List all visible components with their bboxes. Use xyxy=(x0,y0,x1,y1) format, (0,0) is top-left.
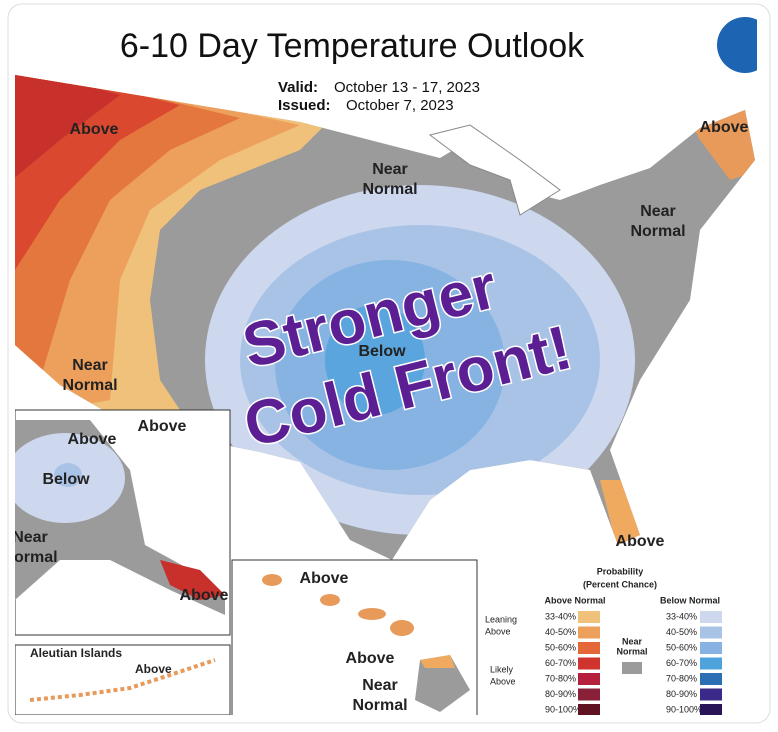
legend-text: 50-60% xyxy=(666,642,697,652)
legend-text: 80-90% xyxy=(666,689,697,699)
legend-swatch xyxy=(700,704,722,715)
region-label: Above xyxy=(180,587,229,604)
region-label: Below xyxy=(358,343,406,360)
legend-text: Near xyxy=(622,636,643,646)
legend-text: Probability xyxy=(597,566,644,576)
legend-text: 60-70% xyxy=(666,658,697,668)
legend-text: Leaning xyxy=(485,614,517,624)
region-label: Normal xyxy=(630,223,685,240)
title: 6-10 Day Temperature Outlook xyxy=(120,27,585,65)
region-label: Above xyxy=(68,431,117,448)
legend-text: 90-100% xyxy=(666,704,702,714)
legend-text: Below Normal xyxy=(660,595,720,605)
legend-text: 70-80% xyxy=(545,673,576,683)
region-label: Normal xyxy=(362,181,417,198)
legend-text: 50-60% xyxy=(545,642,576,652)
legend-text: Above Normal xyxy=(544,595,605,605)
legend-text: Above xyxy=(490,676,516,686)
legend-text: 60-70% xyxy=(545,658,576,668)
issued-date: October 7, 2023 xyxy=(346,97,454,114)
legend-swatch xyxy=(578,642,600,654)
region-label: Near xyxy=(362,677,398,694)
legend-text: 33-40% xyxy=(666,611,697,621)
legend-swatch xyxy=(622,662,642,674)
legend-swatch xyxy=(578,657,600,670)
legend-swatch xyxy=(700,657,722,670)
legend-swatch xyxy=(700,688,722,701)
legend-swatch xyxy=(578,611,600,623)
legend-text: (Percent Chance) xyxy=(583,579,657,589)
legend-swatch xyxy=(700,673,722,685)
legend-swatch xyxy=(578,704,600,715)
legend-swatch xyxy=(578,688,600,701)
legend-swatch xyxy=(700,642,722,654)
legend-swatch xyxy=(578,673,600,685)
legend-text: 33-40% xyxy=(545,611,576,621)
region-label: Normal xyxy=(62,377,117,394)
legend-text: Likely xyxy=(490,664,514,674)
region-label: Near xyxy=(12,529,48,546)
region-label: Near xyxy=(372,161,408,178)
region-label: Above xyxy=(70,121,119,138)
legend-text: 40-50% xyxy=(666,627,697,637)
legend-text: 40-50% xyxy=(545,627,576,637)
issued-label: Issued: xyxy=(278,97,331,114)
region-label: Above xyxy=(300,570,349,587)
great-lakes xyxy=(428,124,561,216)
region-label: Near xyxy=(72,357,108,374)
legend-text: Above xyxy=(485,626,511,636)
legend-swatch xyxy=(700,626,722,639)
region-label: Above xyxy=(138,418,187,435)
legend-text: 80-90% xyxy=(545,689,576,699)
region-label: Near xyxy=(640,203,676,220)
region-label: Above xyxy=(346,650,395,667)
legend-swatch xyxy=(700,611,722,623)
legend-text: Normal xyxy=(616,646,647,656)
legend-text: 90-100% xyxy=(545,704,581,714)
region-label: Above xyxy=(616,533,665,550)
region-label: Normal xyxy=(2,549,57,566)
valid-label: Valid: xyxy=(278,79,318,96)
noaa-logo xyxy=(717,17,757,73)
region-label: Above xyxy=(700,119,749,136)
aleutian-title: Aleutian Islands xyxy=(30,646,122,660)
legend-swatch xyxy=(578,626,600,639)
aleutian-inset xyxy=(15,644,231,715)
region-label: Normal xyxy=(352,697,407,714)
valid-dates: October 13 - 17, 2023 xyxy=(334,79,480,96)
aleutian-label: Above xyxy=(135,662,172,676)
region-label: Below xyxy=(42,471,90,488)
legend-text: 70-80% xyxy=(666,673,697,683)
